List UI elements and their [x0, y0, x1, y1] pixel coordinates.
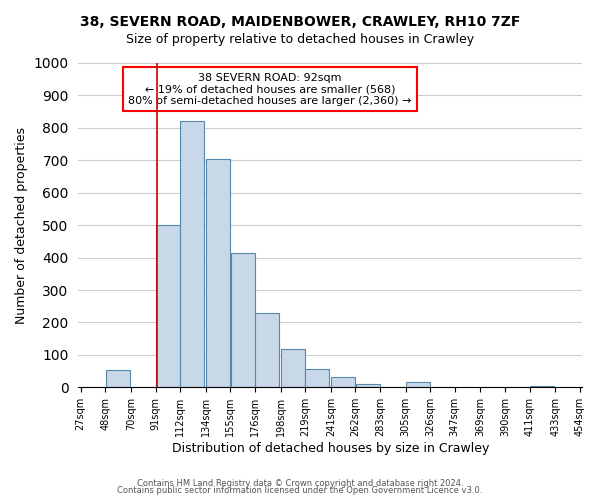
Bar [281, 349, 305, 388]
Text: Size of property relative to detached houses in Crawley: Size of property relative to detached ho… [126, 32, 474, 46]
Bar [255, 312, 279, 388]
Text: 38 SEVERN ROAD: 92sqm
← 19% of detached houses are smaller (568)
80% of semi-det: 38 SEVERN ROAD: 92sqm ← 19% of detached … [128, 72, 412, 106]
Bar [156, 225, 180, 388]
Bar [331, 376, 355, 388]
Bar [181, 122, 205, 388]
Bar [530, 386, 554, 388]
Text: 38, SEVERN ROAD, MAIDENBOWER, CRAWLEY, RH10 7ZF: 38, SEVERN ROAD, MAIDENBOWER, CRAWLEY, R… [80, 15, 520, 29]
Bar [406, 382, 430, 388]
Text: Contains public sector information licensed under the Open Government Licence v3: Contains public sector information licen… [118, 486, 482, 495]
Y-axis label: Number of detached properties: Number of detached properties [15, 126, 28, 324]
Bar [206, 158, 230, 388]
Bar [230, 252, 254, 388]
Bar [106, 370, 130, 388]
Bar [356, 384, 380, 388]
Text: Contains HM Land Registry data © Crown copyright and database right 2024.: Contains HM Land Registry data © Crown c… [137, 478, 463, 488]
Bar [305, 369, 329, 388]
X-axis label: Distribution of detached houses by size in Crawley: Distribution of detached houses by size … [172, 442, 489, 455]
